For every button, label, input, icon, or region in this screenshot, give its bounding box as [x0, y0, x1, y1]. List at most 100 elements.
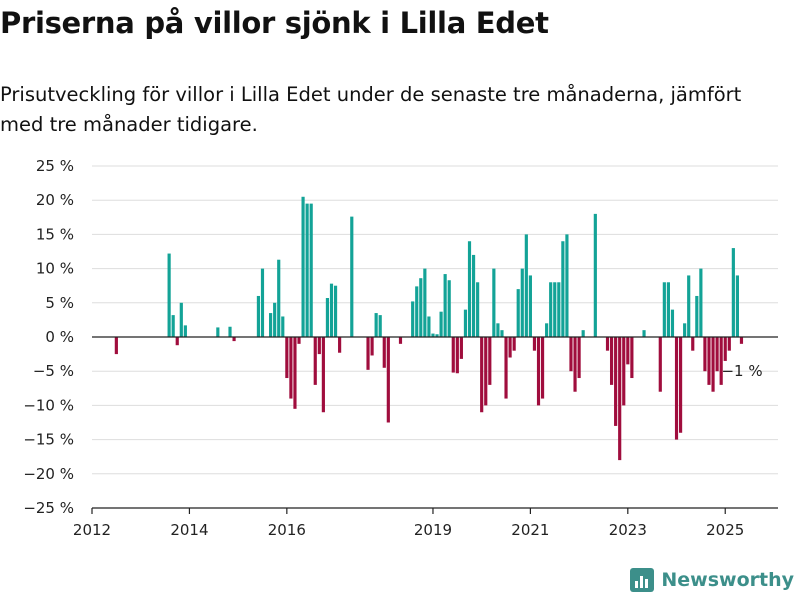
bar — [723, 337, 727, 361]
bar — [398, 337, 403, 344]
y-tick-label: 25 % — [36, 157, 74, 175]
bar — [317, 337, 321, 355]
bar — [512, 337, 516, 351]
bar — [301, 196, 305, 337]
y-tick-label: −5 % — [33, 362, 74, 380]
bar — [232, 337, 236, 342]
y-tick-label: 20 % — [36, 191, 74, 209]
bar — [593, 213, 597, 337]
bar — [277, 259, 281, 337]
bar — [350, 216, 354, 337]
bar — [577, 337, 581, 379]
bar — [618, 337, 622, 461]
bar — [443, 274, 447, 337]
brand-logo: Newsworthy — [629, 566, 794, 594]
bar — [707, 337, 711, 385]
bar — [216, 327, 220, 337]
bar — [492, 268, 496, 337]
y-tick-label: −15 % — [23, 431, 74, 449]
bar — [455, 337, 459, 374]
bar — [739, 337, 744, 344]
bar — [614, 337, 618, 426]
bar — [269, 313, 273, 337]
bar — [504, 337, 508, 399]
bar — [260, 268, 265, 337]
bar — [447, 280, 451, 337]
bar — [325, 298, 330, 337]
bar — [540, 337, 545, 399]
bar — [435, 334, 439, 337]
y-tick-label: 0 % — [45, 328, 74, 346]
annotation-latest-value: −1 % — [721, 362, 762, 380]
bar — [329, 283, 334, 337]
bar — [451, 337, 455, 373]
bar — [488, 337, 492, 385]
bar — [549, 282, 553, 337]
bar — [683, 323, 687, 337]
bar — [642, 330, 646, 337]
bar — [167, 253, 171, 337]
bar — [703, 337, 707, 372]
bar — [427, 316, 431, 337]
bar — [476, 282, 480, 337]
bar — [431, 333, 435, 337]
bar — [463, 309, 468, 337]
bar — [731, 248, 735, 337]
bar — [338, 337, 342, 353]
bar — [179, 302, 183, 337]
bar — [545, 323, 549, 337]
y-tick-label: −25 % — [23, 499, 74, 517]
bar — [415, 286, 419, 337]
bar — [256, 295, 261, 337]
bar — [114, 337, 118, 355]
chart-subtitle: Prisutveckling för villor i Lilla Edet u… — [0, 83, 742, 136]
bar — [715, 337, 719, 372]
bar — [183, 325, 187, 337]
bar — [285, 337, 289, 379]
y-tick-label: 5 % — [45, 294, 74, 312]
bar — [674, 337, 679, 440]
bar — [581, 330, 585, 337]
brand-name: Newsworthy — [661, 569, 794, 591]
x-tick-label: 2012 — [73, 521, 111, 539]
bar — [670, 309, 675, 337]
bar — [727, 337, 731, 351]
bar-chart: −25 % −20 % −15 % −10 % −5 % 0 % 5 % 10 % 15 % 20… — [23, 157, 778, 539]
y-tick-label: 10 % — [36, 260, 74, 278]
bar — [423, 268, 427, 337]
bar — [293, 337, 297, 409]
bar — [175, 337, 179, 346]
bar — [321, 337, 325, 413]
bar — [508, 337, 512, 358]
bar — [500, 330, 504, 337]
bar — [273, 302, 277, 337]
bar-chart-logo-icon — [630, 568, 655, 592]
bar — [569, 337, 573, 372]
bar — [309, 203, 313, 337]
bar — [666, 282, 670, 337]
y-tick-label: 15 % — [36, 225, 74, 243]
bar — [366, 337, 370, 370]
bar — [419, 278, 423, 337]
bar — [662, 282, 666, 337]
bar — [374, 313, 378, 337]
bar — [305, 203, 309, 337]
bar — [630, 337, 634, 379]
bar — [228, 326, 232, 337]
bar — [370, 337, 374, 356]
bar — [735, 275, 739, 337]
bar — [553, 282, 557, 337]
bar — [691, 337, 695, 351]
bar — [699, 268, 703, 337]
chart-title: Priserna på villor sjönk i Lilla Edet — [0, 6, 549, 40]
bar — [622, 337, 626, 406]
bar — [679, 337, 683, 433]
x-tick-label: 2019 — [414, 521, 452, 539]
bar — [281, 316, 285, 337]
bar — [687, 275, 691, 337]
bar — [471, 254, 476, 337]
bar — [711, 337, 715, 392]
bar — [484, 337, 488, 406]
bar — [386, 337, 390, 423]
bar — [609, 337, 614, 385]
